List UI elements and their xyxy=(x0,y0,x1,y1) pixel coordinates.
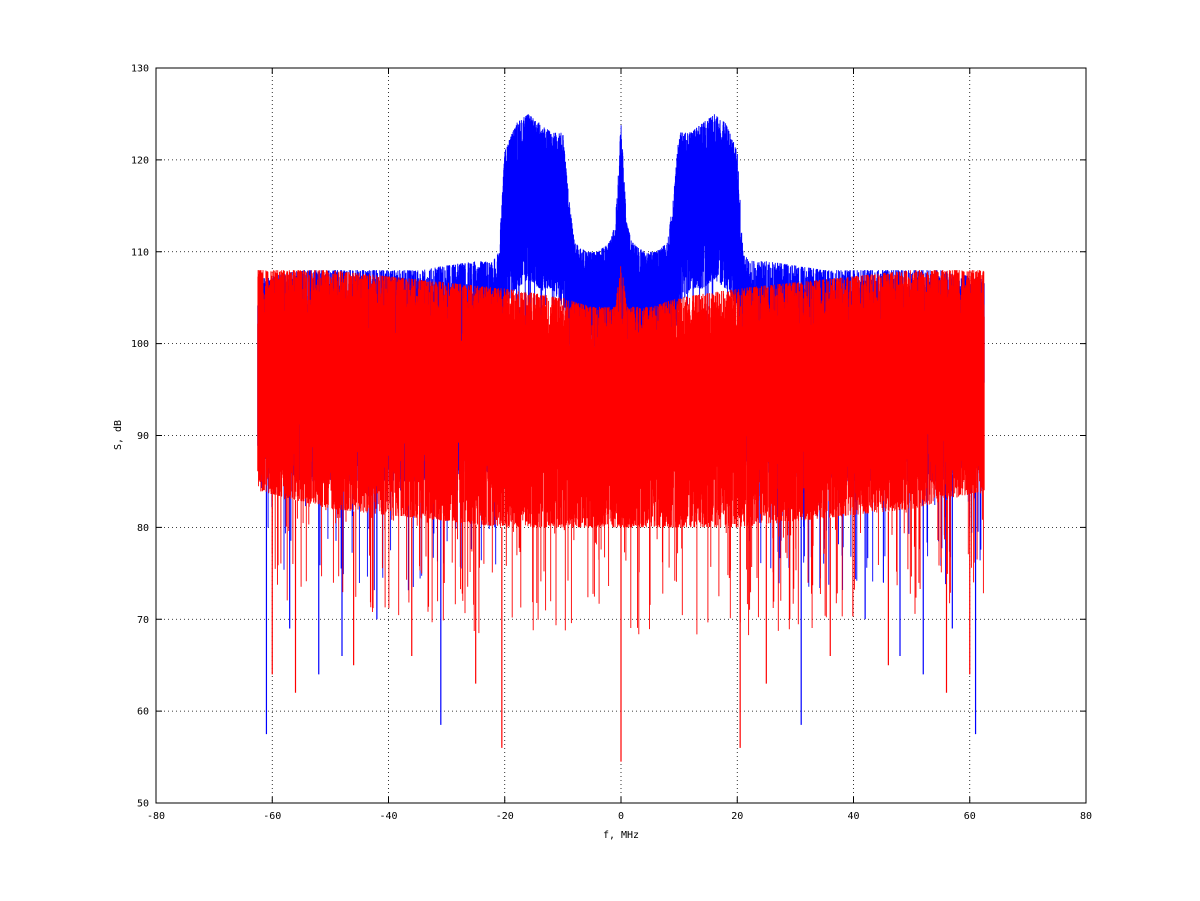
x-tick-label: 20 xyxy=(731,811,743,822)
y-tick-label: 50 xyxy=(137,799,149,810)
x-tick-label: -40 xyxy=(379,811,397,822)
y-tick-label: 120 xyxy=(131,155,149,166)
x-tick-label: -60 xyxy=(263,811,281,822)
x-tick-label: 0 xyxy=(618,811,624,822)
y-tick-label: 90 xyxy=(137,431,149,442)
y-tick-label: 100 xyxy=(131,339,149,350)
series-2-trace xyxy=(257,266,985,636)
x-axis-label: f, MHz xyxy=(603,830,639,841)
x-tick-label: -80 xyxy=(147,811,165,822)
y-tick-label: 60 xyxy=(137,707,149,718)
y-tick-label: 130 xyxy=(131,64,149,75)
x-tick-label: 60 xyxy=(964,811,976,822)
y-tick-label: 70 xyxy=(137,615,149,626)
y-tick-label: 80 xyxy=(137,523,149,534)
y-tick-label: 110 xyxy=(131,247,149,258)
x-tick-label: -20 xyxy=(496,811,514,822)
x-tick-label: 80 xyxy=(1080,811,1092,822)
x-tick-label: 40 xyxy=(847,811,859,822)
tick-marks xyxy=(155,67,1087,804)
series-layer xyxy=(257,114,985,762)
y-axis-label: S, dB xyxy=(113,420,124,450)
